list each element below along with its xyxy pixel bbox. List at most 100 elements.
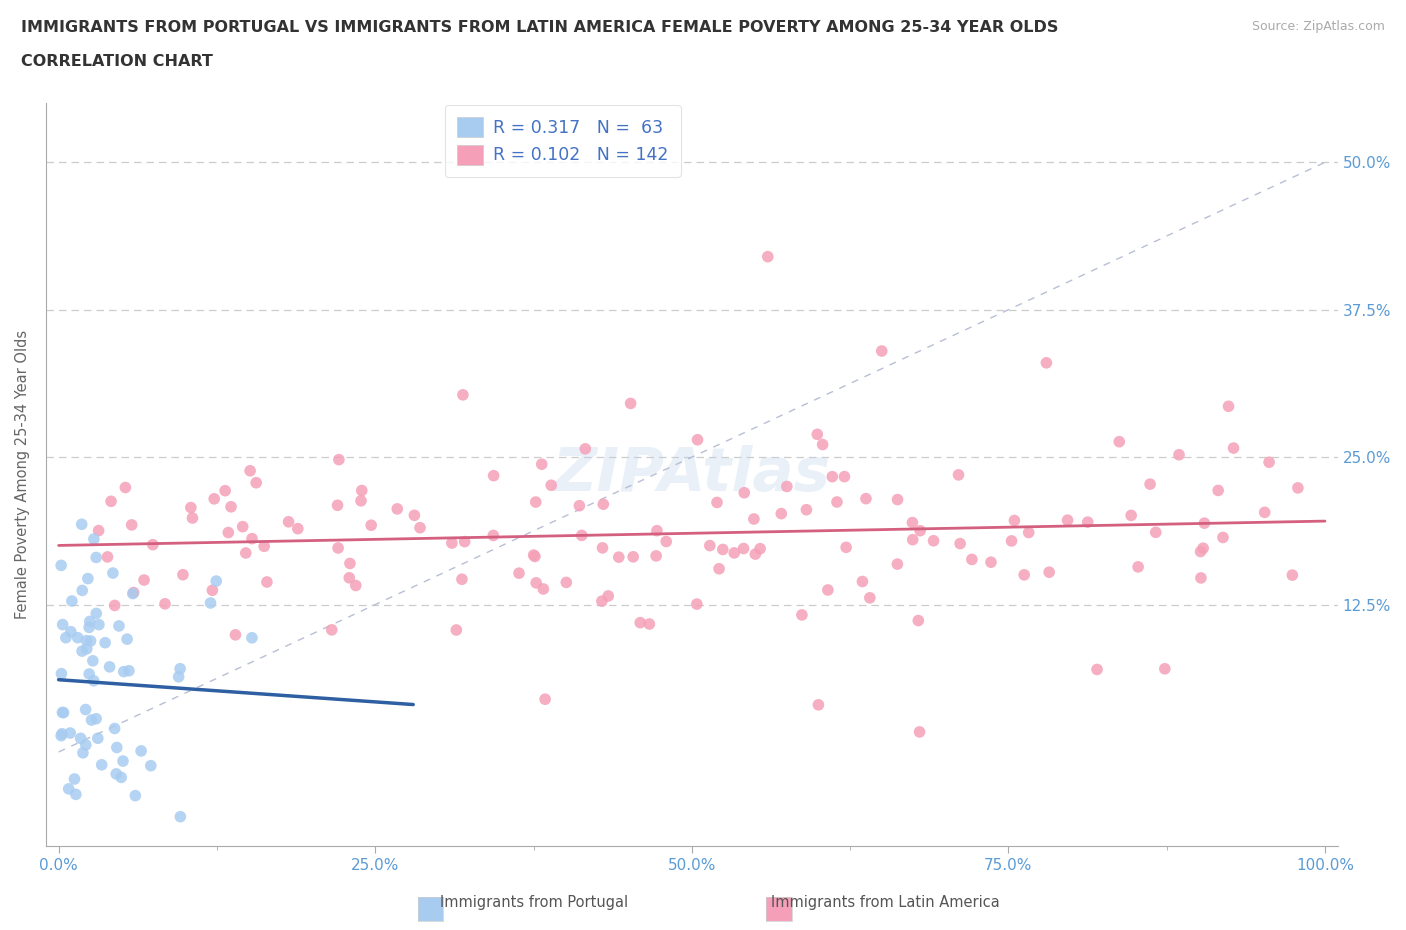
Point: [770, 506, 793, 521]
Point: [90, 757, 112, 772]
Point: [531, 581, 554, 596]
Point: [607, 550, 630, 565]
Y-axis label: Female Poverty Among 25-34 Year Olds: Female Poverty Among 25-34 Year Olds: [15, 330, 30, 619]
Point: [76, 642, 98, 657]
Point: [321, 622, 343, 637]
Point: [63, 876, 86, 891]
Point: [524, 495, 547, 510]
Text: CORRELATION CHART: CORRELATION CHART: [21, 54, 212, 69]
Point: [51, 666, 73, 681]
Point: [733, 485, 755, 500]
Point: [1189, 544, 1212, 559]
Point: [65, 787, 87, 802]
Point: [409, 520, 432, 535]
Point: [655, 534, 678, 549]
Point: [87, 731, 110, 746]
Point: [907, 613, 929, 628]
Point: [620, 396, 643, 411]
Point: [104, 598, 127, 613]
Point: [96, 550, 118, 565]
Point: [1139, 477, 1161, 492]
Point: [214, 484, 236, 498]
Point: [901, 532, 924, 547]
Point: [104, 721, 127, 736]
Point: [980, 555, 1002, 570]
Point: [523, 549, 546, 564]
Point: [908, 524, 931, 538]
Point: [52, 618, 75, 632]
Point: [574, 442, 596, 457]
Point: [451, 388, 474, 403]
Point: [94, 635, 117, 650]
Point: [645, 549, 668, 564]
Point: [645, 524, 668, 538]
Point: [949, 537, 972, 551]
Point: [200, 595, 222, 610]
Point: [87, 524, 110, 538]
Point: [87, 618, 110, 632]
Point: [105, 766, 128, 781]
Point: [886, 557, 908, 572]
Point: [51, 558, 73, 573]
Point: [245, 475, 267, 490]
Point: [960, 552, 983, 567]
Point: [277, 514, 299, 529]
Point: [240, 631, 263, 645]
Point: [806, 427, 828, 442]
Text: Source: ZipAtlas.com: Source: ZipAtlas.com: [1251, 20, 1385, 33]
Point: [114, 480, 136, 495]
Point: [139, 758, 162, 773]
Point: [124, 789, 146, 804]
Point: [70, 644, 93, 658]
Point: [337, 570, 360, 585]
Point: [859, 591, 882, 605]
Point: [1077, 514, 1099, 529]
Point: [1144, 525, 1167, 539]
Point: [183, 846, 205, 861]
Point: [98, 659, 121, 674]
Point: [202, 491, 225, 506]
Point: [749, 541, 772, 556]
Point: [1018, 525, 1040, 540]
Point: [66, 631, 89, 645]
Text: ZIPAtlas: ZIPAtlas: [553, 445, 831, 504]
Point: [744, 547, 766, 562]
Point: [790, 607, 813, 622]
Point: [524, 576, 547, 591]
Point: [326, 540, 349, 555]
Point: [253, 538, 276, 553]
Point: [1192, 540, 1215, 555]
Point: [112, 664, 135, 679]
Point: [1012, 567, 1035, 582]
Point: [571, 528, 593, 543]
Point: [59, 725, 82, 740]
Point: [1206, 483, 1229, 498]
Point: [825, 495, 848, 510]
Point: [232, 519, 254, 534]
Point: [111, 753, 134, 768]
Point: [1168, 447, 1191, 462]
Point: [523, 548, 546, 563]
Point: [723, 546, 745, 561]
Point: [1121, 508, 1143, 523]
Point: [1212, 530, 1234, 545]
Point: [453, 534, 475, 549]
Point: [82, 654, 104, 669]
Point: [870, 343, 893, 358]
Point: [1002, 513, 1025, 528]
Point: [77, 620, 100, 635]
Point: [908, 724, 931, 739]
Legend: R = 0.317   N =  63, R = 0.102   N = 142: R = 0.317 N = 63, R = 0.102 N = 142: [444, 104, 681, 177]
Point: [344, 578, 367, 593]
Point: [79, 614, 101, 629]
Point: [638, 617, 661, 631]
Text: IMMIGRANTS FROM PORTUGAL VS IMMIGRANTS FROM LATIN AMERICA FEMALE POVERTY AMONG 2: IMMIGRANTS FROM PORTUGAL VS IMMIGRANTS F…: [21, 20, 1059, 35]
Point: [70, 517, 93, 532]
Point: [1035, 355, 1057, 370]
Point: [1222, 441, 1244, 456]
Point: [219, 499, 242, 514]
Point: [76, 571, 98, 586]
Point: [83, 532, 105, 547]
Point: [1056, 512, 1078, 527]
Point: [172, 567, 194, 582]
